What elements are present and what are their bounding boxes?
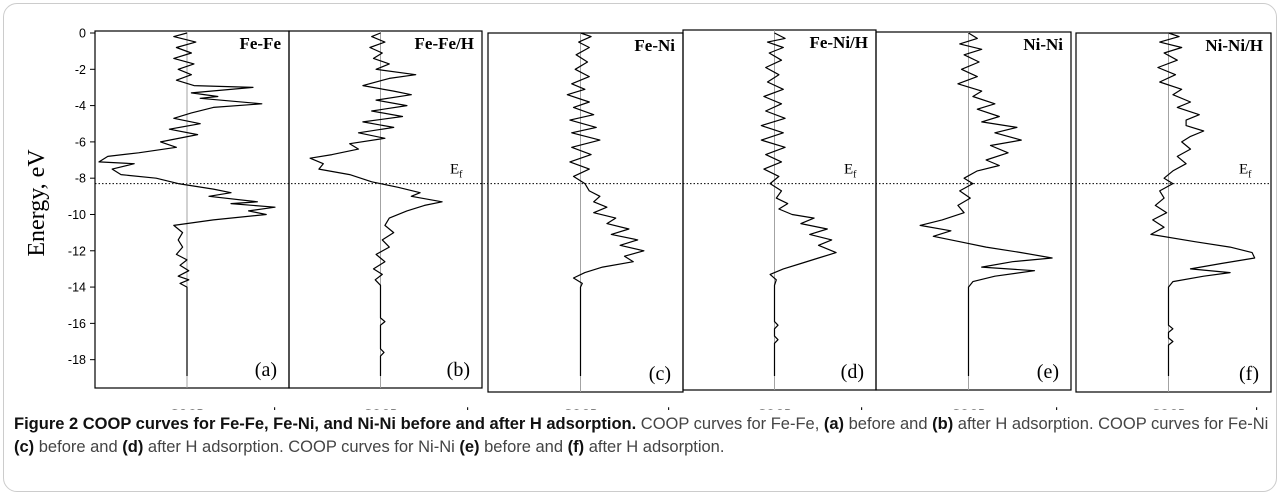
coop-minus-sign: - [874,403,879,410]
y-tick-label: -16 [68,317,86,331]
coop-curve [919,32,1053,376]
panel-frame-5 [875,31,1072,391]
coop-curve [1150,32,1256,376]
caption-ref-c: (c) [14,438,35,456]
panel-title: Fe-Fe/H [415,34,474,53]
coop-axis-label: COOP [363,406,398,410]
coop-curve [98,32,276,376]
y-tick-label: -4 [75,99,86,113]
coop-figure: Fe-Fe (a) - COOP + Fe-Fe/H (b) Ef - COOP + Fe-Ni (c)… [24,27,1272,410]
fermi-label: Ef [1239,162,1252,181]
caption-ref-f: (f) [567,438,585,456]
y-tick-label: -10 [68,208,86,222]
panel-title: Fe-Ni [634,36,675,55]
panel-label: (c) [649,363,671,385]
coop-curve [309,32,443,376]
panel-frame-6 [1075,32,1272,393]
coop-plus-sign: + [664,403,673,410]
coop-plus-sign: + [270,403,279,410]
coop-minus-sign: - [62,403,67,410]
caption-ref-a: (a) [823,415,845,433]
coop-plus-sign: + [1252,403,1261,410]
y-tick-label: 0 [79,27,86,41]
y-tick-label: -2 [75,63,86,77]
coop-axis-label: COOP [170,406,205,410]
fermi-label: Ef [450,162,463,181]
coop-minus-sign: - [681,403,686,410]
caption-title: Figure 2 COOP curves for Fe-Fe, Fe-Ni, a… [14,415,637,433]
coop-axis-label: COOP [1151,406,1186,410]
caption-text: before and [479,438,568,456]
coop-minus-sign: - [486,403,491,410]
y-tick-label: -8 [75,172,86,186]
panel-label: (d) [841,361,864,383]
coop-axis-label: COOP [757,406,792,410]
y-axis-label: Energy, eV [24,149,50,257]
caption-text: after H adsorption. [584,438,725,456]
coop-plus-sign: + [463,403,472,410]
panel-frame-3 [487,32,684,393]
panel-title: Ni-Ni [1023,35,1063,54]
coop-axis-label: COOP [951,406,986,410]
coop-curve [566,32,645,376]
caption-text: before and [844,415,933,433]
caption-text: before and [34,438,123,456]
coop-minus-sign: - [1074,403,1079,410]
panel-title: Ni-Ni/H [1205,36,1263,55]
panel-frame-4 [682,29,877,391]
coop-minus-sign: - [287,403,292,410]
panel-title: Fe-Fe [239,34,281,53]
coop-plus-sign: + [1052,403,1061,410]
caption-text: after H adsorption. COOP curves for Ni-N… [143,438,460,456]
caption-ref-e: (e) [459,438,480,456]
y-tick-label: -18 [68,353,86,367]
panel-frame-2 [288,30,483,389]
panel-label: (a) [255,359,277,381]
caption-ref-d: (d) [122,438,144,456]
y-tick-label: -12 [68,244,86,258]
caption-text: after H adsorption. COOP curves for Fe-N… [953,415,1269,433]
coop-plus-sign: + [857,403,866,410]
coop-axis-label: COOP [563,406,598,410]
fermi-label: Ef [844,162,857,181]
figure-frame [3,3,1277,492]
panel-label: (e) [1037,361,1059,383]
y-tick-label: -14 [68,281,86,295]
caption-ref-b: (b) [932,415,954,433]
y-tick-label: -6 [75,135,86,149]
coop-curve [760,32,837,376]
figure-caption: Figure 2 COOP curves for Fe-Fe, Fe-Ni, a… [14,413,1269,485]
panel-label: (f) [1239,363,1259,385]
caption-text: COOP curves for Fe-Fe, [636,415,824,433]
panel-title: Fe-Ni/H [809,33,868,52]
panel-label: (b) [447,359,470,381]
